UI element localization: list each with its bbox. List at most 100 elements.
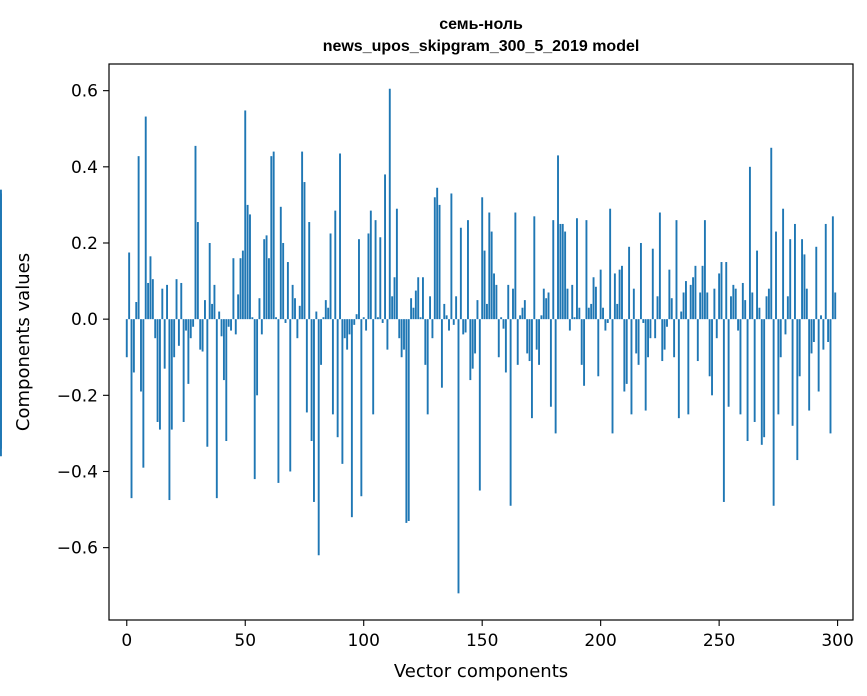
bar [358, 239, 360, 320]
bar [334, 210, 337, 320]
bar [379, 237, 382, 320]
bar [464, 319, 467, 333]
bar [149, 256, 152, 320]
bar [647, 319, 649, 358]
bar [156, 319, 159, 422]
bar [623, 319, 626, 392]
bar [625, 319, 628, 384]
bar [763, 319, 766, 438]
bar [251, 317, 254, 320]
y-axis-label: Components values [13, 253, 34, 431]
bar [796, 319, 799, 461]
bar [663, 319, 666, 350]
bar [353, 319, 356, 325]
y-tick-label: −0.4 [57, 462, 98, 482]
bar [137, 156, 140, 320]
bar [670, 298, 673, 320]
bar [718, 273, 721, 320]
bar [519, 315, 522, 320]
bar [786, 296, 789, 320]
bar [395, 208, 398, 320]
bar [642, 319, 645, 323]
bar [673, 319, 676, 358]
bar [727, 319, 730, 407]
bar [142, 319, 145, 468]
bar [573, 317, 576, 320]
bar [222, 319, 225, 381]
bar [301, 151, 304, 320]
bar [552, 220, 555, 320]
bar [414, 290, 417, 320]
bar [609, 208, 612, 320]
bar [237, 294, 240, 320]
bar [407, 319, 410, 521]
bar [812, 319, 815, 342]
bar [798, 319, 801, 377]
y-tick-label: −0.6 [57, 539, 98, 559]
bar [386, 319, 389, 350]
bar [185, 319, 187, 331]
bar [767, 288, 770, 320]
bar [204, 300, 206, 320]
bar [765, 296, 768, 320]
bar [474, 319, 477, 354]
bar [526, 319, 529, 354]
bar [329, 233, 332, 320]
bar [739, 319, 742, 415]
bar [490, 231, 493, 320]
bar [457, 319, 460, 594]
bar [587, 307, 590, 320]
bar [132, 319, 135, 373]
bar [376, 317, 379, 320]
bar [801, 239, 804, 320]
bar [336, 319, 339, 438]
bar [504, 319, 507, 373]
bar [320, 319, 323, 365]
bar [282, 242, 285, 320]
bar [831, 216, 834, 320]
bar [810, 319, 813, 354]
bar [398, 319, 401, 339]
bar [706, 292, 709, 320]
bar [313, 319, 315, 502]
bar [128, 252, 131, 320]
x-tick-label: 200 [584, 631, 616, 651]
bar [621, 265, 623, 320]
x-tick-label: 150 [466, 631, 498, 651]
bar [606, 319, 609, 323]
bar [429, 296, 432, 320]
bar [770, 147, 773, 320]
bar [682, 292, 685, 320]
bar [817, 319, 820, 392]
bar [597, 319, 600, 377]
bar [658, 212, 661, 320]
bar [808, 319, 811, 411]
bar [192, 319, 195, 327]
bar [163, 319, 166, 369]
bar [568, 319, 571, 331]
bar [471, 319, 474, 369]
bar [803, 254, 806, 320]
bar [516, 319, 519, 365]
bar [450, 193, 453, 320]
y-tick-label: 0.2 [71, 234, 98, 254]
bar [594, 286, 597, 320]
bar [559, 223, 562, 320]
bar [692, 277, 695, 320]
bar [666, 319, 668, 327]
bar [699, 292, 702, 320]
bar [467, 220, 469, 320]
bar [611, 319, 614, 434]
bar [746, 319, 749, 442]
bar [756, 250, 758, 320]
bar [410, 298, 413, 320]
bar [576, 218, 578, 320]
bar [213, 284, 216, 320]
bar [362, 317, 365, 320]
bar [294, 298, 296, 320]
bar [246, 204, 249, 320]
bar [249, 214, 251, 320]
bar [367, 233, 370, 320]
bar [635, 319, 638, 354]
bar [590, 303, 593, 320]
